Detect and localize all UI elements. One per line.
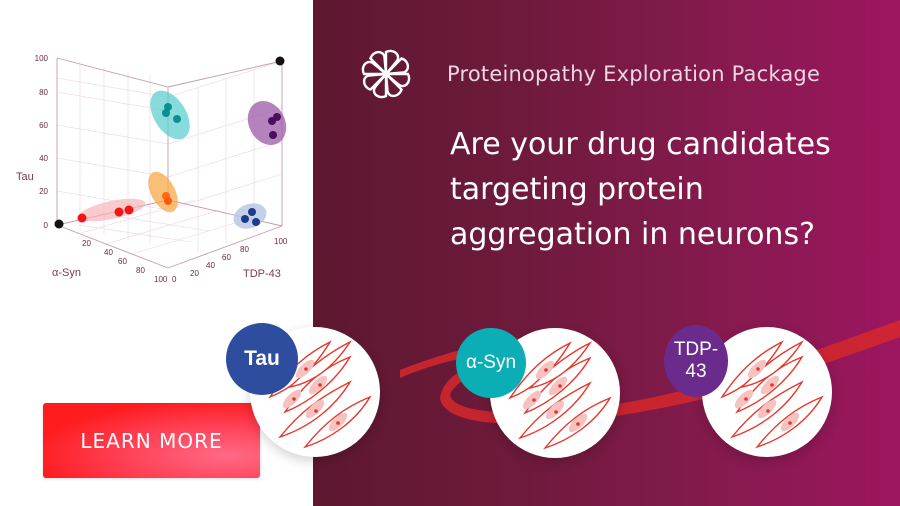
badge-alpha-syn-label: α-Syn [465,352,517,373]
neuron-cells-icon [720,340,824,449]
badge-tau: Tau [226,323,298,395]
svg-text:20: 20 [190,269,199,278]
svg-text:60: 60 [118,257,127,266]
neuron-cells-icon [508,341,612,450]
svg-text:60: 60 [39,121,48,130]
axis-label-tau: Tau [16,171,34,183]
svg-text:80: 80 [136,266,145,275]
svg-text:20: 20 [82,239,91,248]
scatter-plot-svg: 100 80 60 40 20 0 20 40 60 80 100 0 20 4… [16,54,288,284]
headline-line-2: targeting protein [450,172,704,207]
svg-text:100: 100 [35,54,49,63]
svg-text:40: 40 [206,261,215,270]
neuron-cells-illustration-tdp43 [702,327,832,457]
svg-text:40: 40 [39,154,48,163]
badge-tau-label: Tau [244,347,280,370]
neuron-cells-illustration-asyn [490,328,620,458]
flower-knot-logo-icon [356,45,416,103]
badge-tdp43: TDP- 43 [664,325,728,397]
svg-text:40: 40 [104,248,113,257]
axis-label-asyn: α-Syn [52,267,81,279]
badge-alpha-syn: α-Syn [456,328,526,398]
3d-scatter-chart: 100 80 60 40 20 0 20 40 60 80 100 0 20 4… [0,40,310,290]
learn-more-button[interactable]: LEARN MORE [43,403,260,478]
badge-tdp43-label-line1: TDP- [673,339,719,360]
headline: Are your drug candidates targeting prote… [450,122,870,257]
headline-line-1: Are your drug candidates [450,127,831,162]
left-panel: 100 80 60 40 20 0 20 40 60 80 100 0 20 4… [0,0,313,506]
neuron-cells-icon [268,340,372,449]
package-title: Proteinopathy Exploration Package [447,62,821,86]
svg-text:80: 80 [240,245,249,254]
headline-line-3: aggregation in neurons? [450,217,815,252]
svg-text:100: 100 [274,237,288,246]
axis-label-tdp43: TDP-43 [243,268,281,280]
svg-text:80: 80 [39,88,48,97]
svg-text:20: 20 [39,187,48,196]
svg-text:0: 0 [44,221,49,230]
svg-text:0: 0 [172,275,177,284]
svg-text:60: 60 [222,253,231,262]
svg-text:100: 100 [154,275,168,284]
badge-tdp43-label-line2: 43 [685,361,707,382]
